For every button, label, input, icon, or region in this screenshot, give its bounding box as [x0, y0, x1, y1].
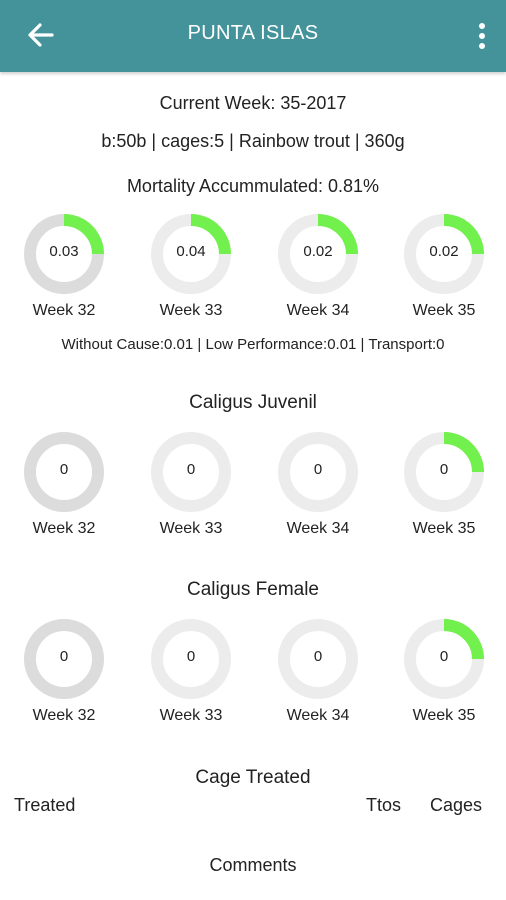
mortality-donut-chart	[24, 214, 104, 294]
caligus-juvenil-row: 0 Week 32 0 Week 33 0 Week 34 0 Week 35	[0, 430, 506, 560]
donut-progress-arc	[443, 214, 484, 255]
caligus-juvenil-donut-chart	[278, 432, 358, 512]
donut-track	[278, 619, 358, 699]
mortality-week-item: 0.03 Week 32	[9, 212, 119, 342]
arrow-left-icon	[28, 23, 54, 47]
caligus-female-week-item: 0 Week 34	[263, 617, 373, 747]
mortality-week-label: Week 34	[286, 302, 350, 319]
current-week-text: Current Week: 35-2017	[159, 93, 347, 113]
caligus-juvenil-donut-value: 0	[439, 461, 449, 478]
caligus-juvenil-donut-value: 0	[59, 461, 69, 478]
mortality-breakdown-text: Without Cause:0.01 | Low Performance:0.0…	[61, 336, 445, 353]
caligus-juvenil-donut-value: 0	[186, 461, 196, 478]
donut-track	[24, 619, 104, 699]
caligus-female-donut-value: 0	[313, 648, 323, 665]
caligus-female-donut-chart	[151, 619, 231, 699]
mortality-week-label: Week 33	[159, 302, 223, 319]
caligus-juvenil-week-item: 0 Week 35	[389, 430, 499, 560]
mortality-donut-value: 0.03	[49, 243, 79, 260]
mortality-week-label: Week 32	[32, 302, 96, 319]
caligus-female-week-label: Week 32	[32, 707, 96, 724]
caligus-juvenil-week-label: Week 34	[286, 520, 350, 537]
back-button[interactable]	[24, 18, 58, 52]
caligus-female-donut-chart	[24, 619, 104, 699]
donut-progress-arc	[443, 619, 484, 660]
donut-progress-arc	[443, 432, 484, 473]
caligus-female-donut-value: 0	[186, 648, 196, 665]
mortality-donut-chart	[404, 214, 484, 294]
caligus-female-row: 0 Week 32 0 Week 33 0 Week 34 0 Week 35	[0, 617, 506, 747]
caligus-female-week-label: Week 34	[286, 707, 350, 724]
donut-track	[151, 432, 231, 512]
caligus-juvenil-week-label: Week 33	[159, 520, 223, 537]
caligus-juvenil-donut-chart	[151, 432, 231, 512]
mortality-week-label: Week 35	[412, 302, 476, 319]
donut-track	[278, 432, 358, 512]
caligus-female-week-item: 0 Week 35	[389, 617, 499, 747]
ttos-column-header: Ttos	[366, 795, 402, 815]
mortality-donut-value: 0.02	[429, 243, 459, 260]
mortality-week-row: 0.03 Week 32 0.04 Week 33 0.02 Week 34 0.02 Wee…	[0, 212, 506, 342]
app-bar: PUNTA ISLAS	[0, 0, 506, 72]
mortality-donut-value: 0.04	[176, 243, 206, 260]
donut-track	[24, 432, 104, 512]
caligus-juvenil-donut-value: 0	[313, 461, 323, 478]
treated-column-header: Treated	[14, 795, 76, 815]
caligus-female-donut-value: 0	[439, 648, 449, 665]
mortality-week-item: 0.02 Week 35	[389, 212, 499, 342]
caligus-juvenil-week-item: 0 Week 34	[263, 430, 373, 560]
donut-track	[151, 619, 231, 699]
batch-details-text: b:50b | cages:5 | Rainbow trout | 360g	[101, 131, 405, 151]
overflow-menu-button[interactable]	[472, 16, 492, 56]
caligus-female-donut-value: 0	[59, 648, 69, 665]
caligus-female-donut-chart	[278, 619, 358, 699]
caligus-juvenil-title: Caligus Juvenil	[189, 392, 317, 413]
caligus-female-title: Caligus Female	[187, 579, 319, 600]
caligus-juvenil-week-label: Week 32	[32, 520, 96, 537]
donut-progress-arc	[317, 214, 358, 255]
cages-column-header: Cages	[430, 795, 483, 815]
donut-progress-arc	[63, 214, 104, 255]
mortality-week-item: 0.02 Week 34	[263, 212, 373, 342]
caligus-female-week-label: Week 33	[159, 707, 223, 724]
caligus-juvenil-donut-chart	[24, 432, 104, 512]
mortality-donut-chart	[151, 214, 231, 294]
page-title: PUNTA ISLAS	[187, 22, 319, 44]
comments-title: Comments	[209, 855, 297, 875]
mortality-donut-chart	[278, 214, 358, 294]
caligus-female-week-item: 0 Week 32	[9, 617, 119, 747]
caligus-juvenil-donut-chart	[404, 432, 484, 512]
mortality-week-item: 0.04 Week 33	[136, 212, 246, 342]
cage-treated-title: Cage Treated	[195, 767, 311, 788]
caligus-juvenil-week-item: 0 Week 32	[9, 430, 119, 560]
donut-progress-arc	[190, 214, 231, 255]
caligus-juvenil-week-item: 0 Week 33	[136, 430, 246, 560]
caligus-female-donut-chart	[404, 619, 484, 699]
caligus-juvenil-week-label: Week 35	[412, 520, 476, 537]
mortality-accumulated-text: Mortality Accummulated: 0.81%	[126, 176, 380, 196]
caligus-female-week-label: Week 35	[412, 707, 476, 724]
mortality-donut-value: 0.02	[303, 243, 333, 260]
caligus-female-week-item: 0 Week 33	[136, 617, 246, 747]
more-vertical-icon	[479, 23, 485, 49]
